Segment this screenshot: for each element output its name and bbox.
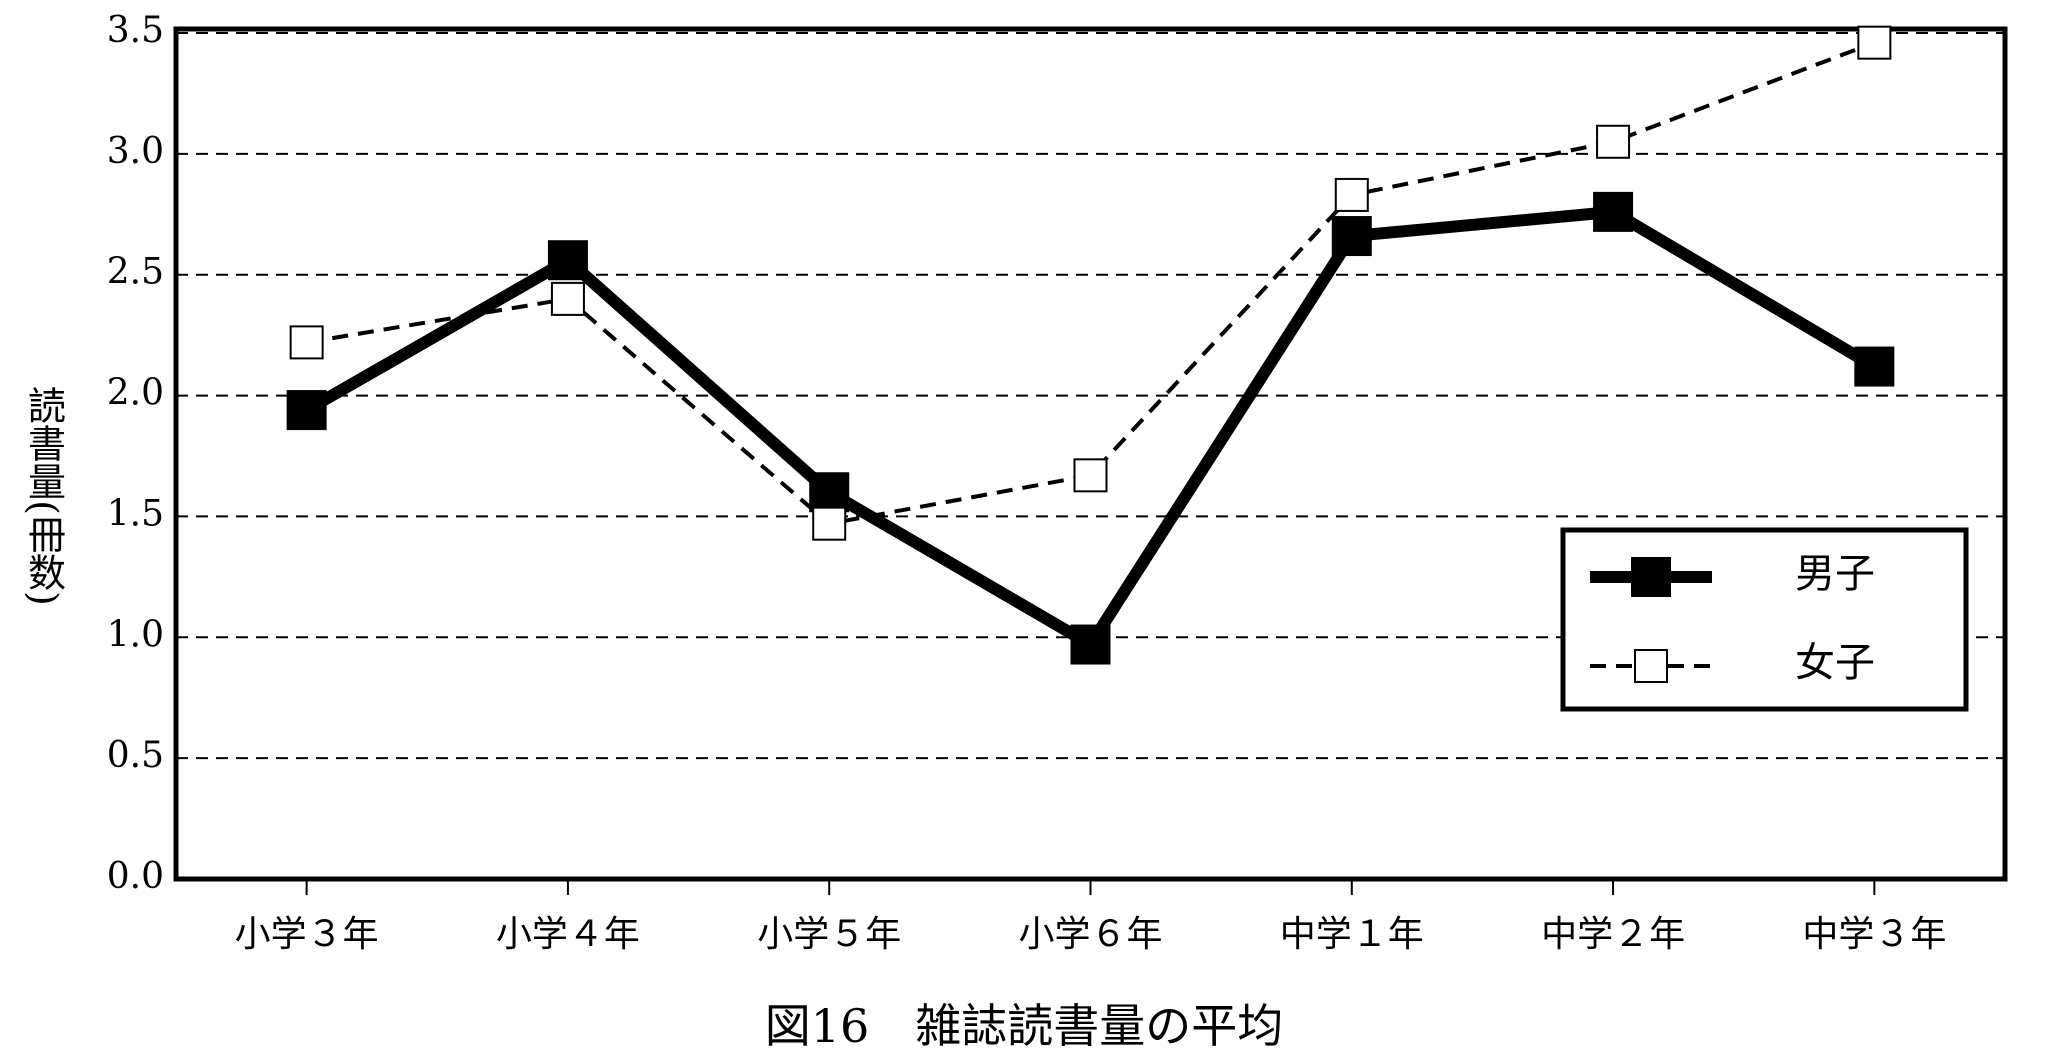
y-axis-label: 読書量(冊数) <box>22 386 66 606</box>
marker <box>1334 177 1369 212</box>
legend-label: 男子 <box>1795 551 1875 597</box>
y-tick-label: 0.5 <box>107 735 164 776</box>
y-tick-label: 3.0 <box>107 131 164 172</box>
y-tick-label: 2.5 <box>107 252 164 293</box>
marker <box>550 281 585 316</box>
x-tick-label: 中学３年 <box>1802 914 1946 955</box>
marker <box>809 472 850 513</box>
y-tick-label: 1.0 <box>107 614 164 655</box>
marker <box>1854 346 1895 387</box>
legend-marker <box>1631 557 1671 597</box>
plot-frame <box>173 26 2008 882</box>
legend-marker <box>1634 649 1668 683</box>
y-tick-label: 0.0 <box>107 856 164 897</box>
series-line <box>306 40 1876 526</box>
legend-label: 女子 <box>1795 640 1875 686</box>
x-tick-label: 中学１年 <box>1280 914 1424 955</box>
marker <box>1331 216 1372 257</box>
x-tick-label: 中学２年 <box>1541 914 1685 955</box>
chart-title: 図16 雑誌読書量の平均 <box>765 999 1284 1053</box>
marker <box>547 240 588 281</box>
legend-box <box>1560 527 1969 712</box>
y-tick-label: 2.0 <box>107 373 164 414</box>
y-tick-label: 1.5 <box>107 493 164 534</box>
x-tick-label: 小学４年 <box>496 914 640 955</box>
x-tick-label: 小学３年 <box>235 914 379 955</box>
marker <box>1857 25 1892 60</box>
marker <box>1070 624 1111 665</box>
marker <box>812 506 847 541</box>
x-tick-label: 小学５年 <box>757 914 901 955</box>
marker <box>1596 124 1631 159</box>
y-tick-label: 3.5 <box>107 10 164 51</box>
marker <box>1593 191 1634 232</box>
x-tick-label: 小学６年 <box>1018 914 1162 955</box>
marker <box>1073 458 1108 493</box>
marker <box>289 325 324 360</box>
marker <box>286 390 327 431</box>
